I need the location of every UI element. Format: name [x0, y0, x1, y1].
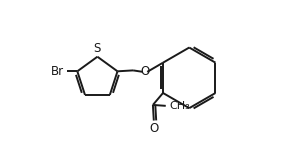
Text: Br: Br	[51, 65, 64, 78]
Text: O: O	[141, 65, 150, 78]
Text: O: O	[149, 122, 158, 135]
Text: CH₃: CH₃	[169, 101, 190, 111]
Text: S: S	[94, 42, 101, 55]
